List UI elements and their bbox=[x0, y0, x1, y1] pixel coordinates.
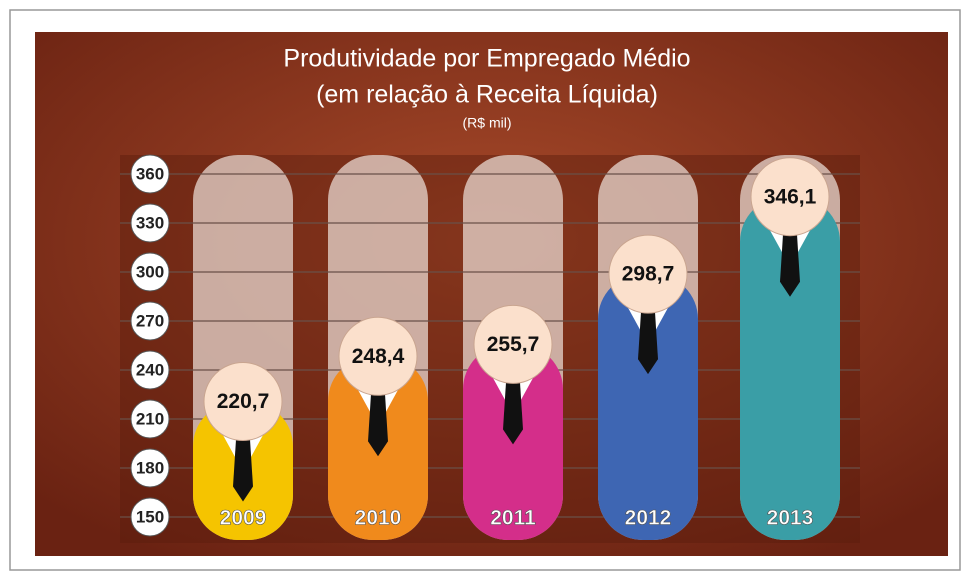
chart-title: Produtividade por Empregado Médio bbox=[283, 45, 690, 73]
tie bbox=[503, 382, 523, 445]
tick-badge bbox=[130, 448, 170, 488]
tick-badge bbox=[130, 399, 170, 439]
value-label: 346,1 bbox=[764, 185, 817, 208]
bar bbox=[740, 196, 840, 540]
head bbox=[338, 316, 418, 396]
x-tick-label: 2013 bbox=[767, 507, 814, 530]
y-axis: 150 180 210 240 270 300 330 360 bbox=[130, 154, 170, 537]
value-label: 298,7 bbox=[622, 263, 675, 286]
tie bbox=[368, 394, 388, 457]
y-tick-label: 150 bbox=[136, 507, 164, 526]
head bbox=[750, 157, 830, 237]
bars: 220,7 2009 248,4 2010 255,7 2011 298,7 2012 346,… bbox=[193, 157, 840, 540]
y-tick-label: 270 bbox=[136, 311, 164, 330]
y-tick-label: 360 bbox=[136, 164, 164, 183]
value-label: 220,7 bbox=[217, 390, 270, 413]
tick-badge bbox=[130, 497, 170, 537]
head bbox=[203, 362, 283, 442]
x-tick-label: 2009 bbox=[220, 507, 267, 530]
tick-badge bbox=[130, 350, 170, 390]
y-tick-label: 330 bbox=[136, 213, 164, 232]
y-tick-label: 240 bbox=[136, 360, 164, 379]
y-tick-label: 300 bbox=[136, 262, 164, 281]
x-tick-label: 2012 bbox=[625, 507, 672, 530]
value-label: 248,4 bbox=[352, 345, 405, 368]
head bbox=[473, 304, 553, 384]
head bbox=[608, 234, 688, 314]
tie bbox=[638, 312, 658, 375]
tie bbox=[780, 234, 800, 297]
y-tick-label: 210 bbox=[136, 409, 164, 428]
chart-subtitle: (em relação à Receita Líquida) bbox=[316, 81, 658, 109]
tick-badge bbox=[130, 301, 170, 341]
value-label: 255,7 bbox=[487, 333, 540, 356]
y-tick-label: 180 bbox=[136, 458, 164, 477]
tie bbox=[233, 439, 253, 502]
tick-badge bbox=[130, 154, 170, 194]
bar bbox=[598, 274, 698, 540]
tick-badge bbox=[130, 252, 170, 292]
x-tick-label: 2010 bbox=[355, 507, 402, 530]
x-tick-label: 2011 bbox=[490, 507, 536, 530]
unit-label: (R$ mil) bbox=[463, 115, 512, 131]
tick-badge bbox=[130, 203, 170, 243]
